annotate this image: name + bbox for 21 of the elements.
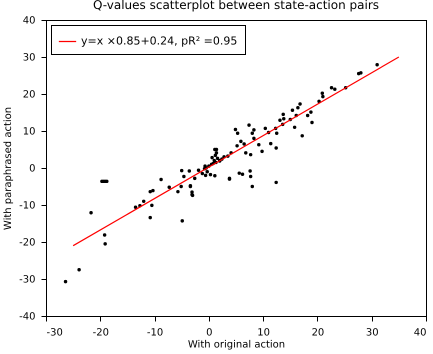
y-tick-label: -10: [19, 200, 36, 212]
x-tick-label: 30: [366, 328, 379, 338]
y-tick-label: 10: [22, 126, 36, 138]
x-tick-label: 10: [257, 328, 270, 338]
x-tick-label: -10: [146, 328, 164, 338]
x-tick-label: -30: [46, 328, 63, 338]
x-tick-label: 20: [312, 328, 324, 338]
y-tick-label: -40: [19, 312, 36, 322]
x-axis-title: With original action: [188, 340, 286, 350]
x-tick-label: 40: [414, 328, 426, 338]
y-tick-label: 40: [22, 16, 36, 26]
y-tick-label: -20: [19, 238, 36, 248]
y-tick-label: -30: [19, 274, 36, 286]
y-tick-label: 30: [22, 52, 36, 64]
chart-title: Q-values scatterplot between state-action pairs: [92, 0, 380, 12]
y-tick-label: 20: [22, 90, 36, 100]
x-tick-label: 0: [206, 328, 213, 338]
y-tick-label: 0: [29, 164, 36, 174]
x-tick-label: -20: [92, 328, 109, 338]
y-axis-title: With paraphrased action: [3, 106, 14, 230]
legend-label: y=x ×0.85+0.24, pR² =0.95: [81, 34, 238, 48]
